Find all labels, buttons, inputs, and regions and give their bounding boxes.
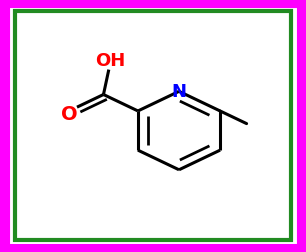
- Text: O: O: [61, 105, 78, 123]
- Text: N: N: [171, 83, 187, 101]
- Text: OH: OH: [95, 52, 125, 70]
